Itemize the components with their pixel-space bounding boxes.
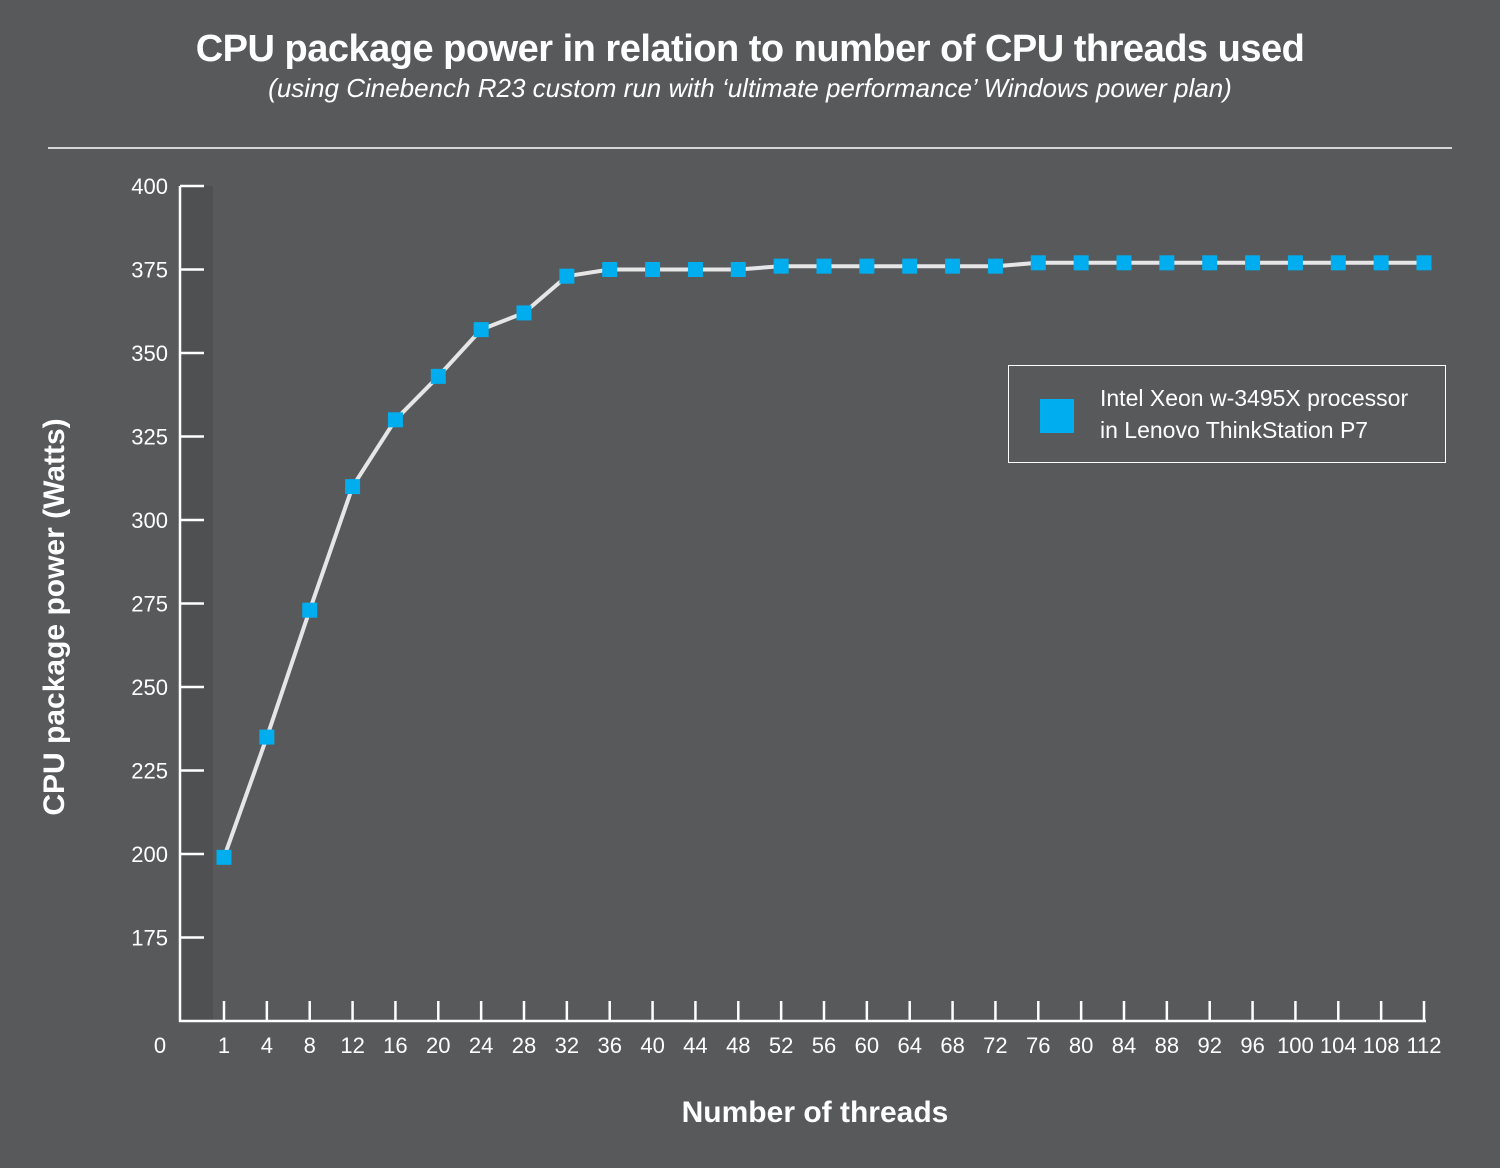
data-point [816, 258, 832, 274]
x-tick-label: 92 [1197, 1033, 1221, 1058]
data-point [387, 412, 403, 428]
x-tick-label: 48 [726, 1033, 750, 1058]
y-tick-label: 300 [131, 508, 168, 533]
x-tick-label: 64 [897, 1033, 921, 1058]
data-point [1116, 255, 1132, 271]
x-tick-label: 40 [640, 1033, 664, 1058]
x-tick-label: 96 [1240, 1033, 1264, 1058]
x-tick-label: 56 [812, 1033, 836, 1058]
data-point [1030, 255, 1046, 271]
x-tick-label: 4 [261, 1033, 273, 1058]
x-tick-label: 100 [1277, 1033, 1314, 1058]
data-point [987, 258, 1003, 274]
y-tick-label: 225 [131, 759, 168, 784]
x-tick-label: 44 [683, 1033, 707, 1058]
x-tick-label: 24 [469, 1033, 493, 1058]
series-line [222, 260, 1424, 858]
legend-label-line-2: in Lenovo ThinkStation P7 [1100, 417, 1369, 443]
legend: Intel Xeon w-3495X processor in Lenovo T… [1008, 365, 1446, 463]
y-axis-title: CPU package power (Watts) [38, 418, 71, 815]
data-point [516, 305, 532, 321]
data-point [559, 268, 575, 284]
x-tick-label: 36 [597, 1033, 621, 1058]
x-tick-label: 88 [1155, 1033, 1179, 1058]
y-tick-label: 200 [131, 842, 168, 867]
x-origin-label: 0 [154, 1033, 166, 1058]
chart-title: CPU package power in relation to number … [195, 28, 1305, 70]
x-tick-label: 72 [983, 1033, 1007, 1058]
data-point [1202, 255, 1218, 271]
x-tick-label: 80 [1069, 1033, 1093, 1058]
data-point [730, 262, 746, 277]
x-tick-label: 76 [1026, 1033, 1050, 1058]
data-point [1373, 255, 1389, 271]
data-point [1287, 255, 1303, 271]
data-point [945, 258, 961, 274]
data-point [216, 849, 232, 865]
x-tick-label: 32 [555, 1033, 579, 1058]
data-point [1330, 255, 1346, 271]
data-point [1159, 255, 1175, 271]
x-tick-label: 84 [1112, 1033, 1136, 1058]
legend-label: Intel Xeon w-3495X processor in Lenovo T… [1100, 382, 1430, 446]
x-tick-label: 112 [1406, 1033, 1441, 1058]
legend-label-line-1: Intel Xeon w-3495X processor [1100, 385, 1409, 411]
y-tick-label: 375 [131, 258, 168, 283]
x-tick-label: 1 [218, 1033, 230, 1058]
x-tick-label: 52 [769, 1033, 793, 1058]
data-point [473, 322, 489, 338]
data-markers [216, 255, 1432, 865]
data-point [1245, 255, 1261, 271]
x-axis: 0 1 4 8 12 16 20 24 28 32 36 40 44 48 52 56 60 64 68 72 76 80… [154, 1001, 1442, 1058]
data-point [645, 262, 661, 277]
x-tick-label: 104 [1320, 1033, 1357, 1058]
x-tick-label: 20 [426, 1033, 450, 1058]
y-axis: 175 200 225 250 275 300 325 350 375 400 [131, 174, 204, 1022]
chart-subtitle: (using Cinebench R23 custom run with ‘ul… [268, 73, 1232, 103]
y-tick-label: 325 [131, 425, 168, 450]
data-point [345, 479, 361, 495]
y-tick-label: 250 [131, 675, 168, 700]
y-tick-label: 175 [131, 926, 168, 951]
data-point [1073, 255, 1089, 271]
data-point [687, 262, 703, 277]
x-tick-label: 68 [940, 1033, 964, 1058]
y-tick-label: 350 [131, 341, 168, 366]
x-tick-label: 60 [855, 1033, 879, 1058]
y-tick-label: 275 [131, 592, 168, 617]
x-tick-label: 108 [1363, 1033, 1400, 1058]
data-point [259, 729, 275, 745]
legend-swatch [1040, 399, 1074, 433]
x-tick-label: 16 [383, 1033, 407, 1058]
data-point [302, 602, 318, 618]
x-tick-label: 8 [304, 1033, 316, 1058]
y-tick-label: 400 [131, 174, 168, 199]
data-point [602, 262, 618, 277]
data-point [773, 258, 789, 274]
data-point [430, 368, 446, 384]
data-point [1416, 255, 1432, 271]
data-point [902, 258, 918, 274]
x-tick-label: 28 [512, 1033, 536, 1058]
data-point [859, 258, 875, 274]
x-axis-title: Number of threads [682, 1096, 949, 1129]
x-tick-label: 12 [340, 1033, 364, 1058]
